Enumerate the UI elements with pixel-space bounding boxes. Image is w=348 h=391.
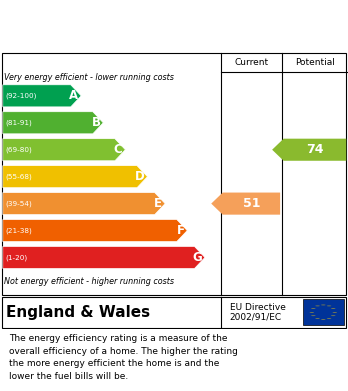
Text: A: A [69, 89, 78, 102]
Text: (55-68): (55-68) [5, 174, 32, 180]
Text: England & Wales: England & Wales [6, 305, 150, 320]
Text: EU Directive: EU Directive [230, 303, 286, 312]
Polygon shape [211, 192, 280, 215]
Text: (69-80): (69-80) [5, 147, 32, 153]
Circle shape [311, 308, 316, 309]
Text: D: D [135, 170, 145, 183]
Polygon shape [3, 192, 165, 215]
Text: (1-20): (1-20) [5, 254, 27, 261]
Text: Not energy efficient - higher running costs: Not energy efficient - higher running co… [4, 277, 174, 286]
Text: 51: 51 [243, 197, 260, 210]
Circle shape [321, 319, 325, 320]
Text: Very energy efficient - lower running costs: Very energy efficient - lower running co… [4, 72, 174, 82]
Text: Energy Efficiency Rating: Energy Efficiency Rating [73, 19, 275, 34]
Text: C: C [114, 143, 122, 156]
Polygon shape [3, 219, 187, 242]
Text: 2002/91/EC: 2002/91/EC [230, 313, 282, 322]
Text: G: G [192, 251, 202, 264]
Text: (92-100): (92-100) [5, 93, 37, 99]
Polygon shape [3, 166, 148, 188]
Circle shape [327, 318, 331, 319]
Text: (81-91): (81-91) [5, 120, 32, 126]
Circle shape [331, 308, 335, 309]
Circle shape [315, 318, 320, 319]
Bar [303, 299, 344, 325]
Text: E: E [155, 197, 162, 210]
Text: 74: 74 [306, 143, 324, 156]
Polygon shape [3, 139, 125, 161]
Text: (39-54): (39-54) [5, 200, 32, 207]
Text: (21-38): (21-38) [5, 227, 32, 234]
Text: The energy efficiency rating is a measure of the
overall efficiency of a home. T: The energy efficiency rating is a measur… [9, 334, 238, 381]
Polygon shape [3, 112, 103, 134]
Polygon shape [272, 139, 346, 161]
Polygon shape [3, 85, 81, 107]
Polygon shape [3, 246, 205, 269]
Text: Potential: Potential [295, 59, 335, 68]
Text: F: F [176, 224, 184, 237]
Text: Current: Current [234, 59, 269, 68]
Text: B: B [92, 116, 101, 129]
